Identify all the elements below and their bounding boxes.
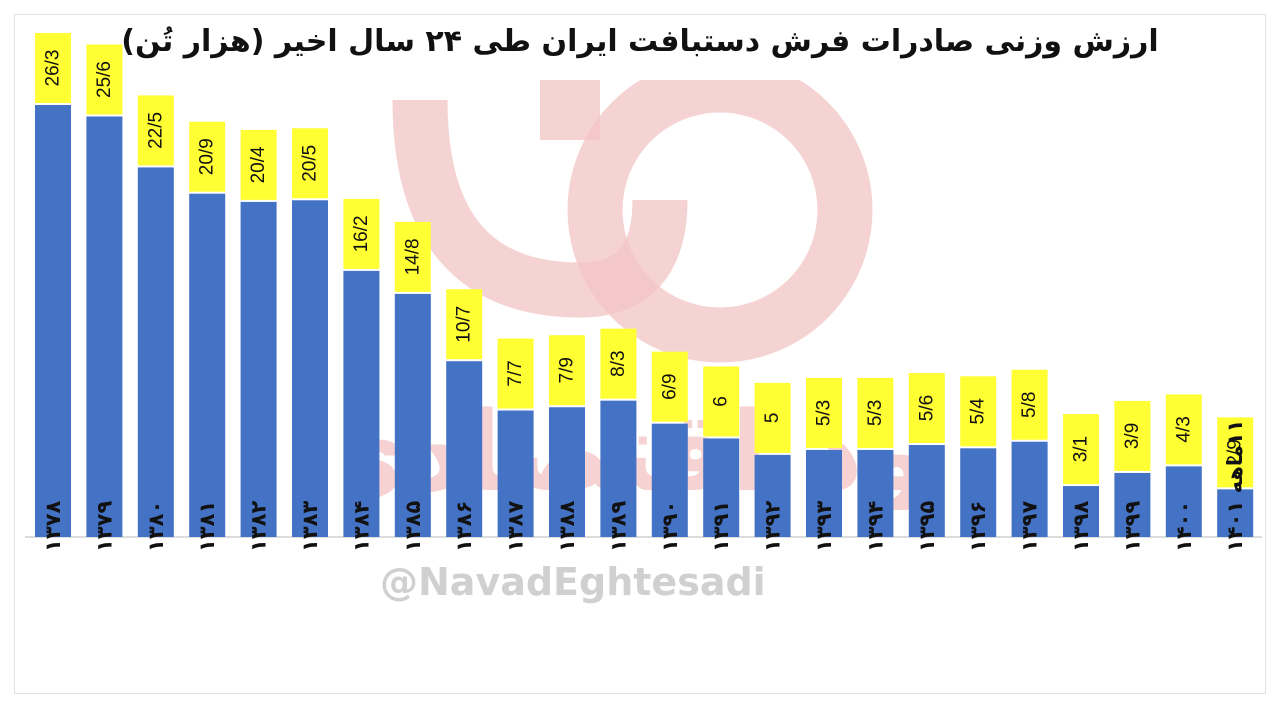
x-tick-label: ۱۳۸۱ — [195, 501, 219, 552]
x-tick-label: ۱۳۹۷ — [1018, 501, 1042, 552]
data-label-bg — [343, 198, 380, 269]
x-tick-label: ۱۳۸۷ — [504, 501, 528, 552]
data-label-bg — [35, 33, 71, 103]
bar — [240, 201, 277, 538]
data-label: 5/6 — [916, 395, 937, 421]
data-label: 8/3 — [608, 350, 629, 376]
bar — [1165, 466, 1202, 537]
x-tick-label: ۱۳۹۹ — [1120, 501, 1144, 552]
x-tick-label: ۱۳۹۱ — [709, 501, 733, 552]
x-tick-label: ۱۳۹۸ — [1069, 501, 1093, 552]
data-label: 5/3 — [814, 400, 835, 426]
x-tick-label: ۱۳۷۹ — [92, 501, 116, 552]
bar — [189, 193, 226, 537]
data-label: 25/6 — [94, 61, 115, 98]
x-tick-label: ۱۳۸۸ — [555, 501, 579, 552]
bar — [446, 361, 483, 537]
bar — [754, 454, 791, 537]
x-tick-label: ۱۳۹۰ — [658, 501, 682, 552]
data-label-bg — [908, 373, 945, 444]
x-tick-label: ۱۳۸۲ — [247, 501, 271, 552]
x-tick-label: ۱۳۹۵ — [915, 501, 939, 552]
bar — [86, 116, 123, 537]
data-label: 14/8 — [402, 238, 423, 275]
data-label-bg — [754, 382, 791, 453]
data-label: 7/7 — [505, 360, 526, 386]
data-label: 20/5 — [300, 145, 321, 182]
bar — [137, 167, 174, 537]
bar — [806, 449, 842, 537]
data-label-bg — [292, 128, 328, 199]
x-tick-label: ۱۳۹۶ — [966, 501, 990, 552]
data-label: 22/5 — [145, 112, 166, 149]
x-tick-label: ۱۳۸۰ — [144, 501, 168, 552]
data-label-bg — [651, 351, 688, 422]
bar — [651, 423, 688, 537]
data-label: 3/1 — [1071, 436, 1092, 462]
data-label: 6 — [711, 396, 732, 407]
x-tick-label: ۱۳۹۴ — [863, 501, 887, 552]
bar — [1114, 472, 1151, 537]
data-label-bg — [240, 129, 277, 200]
x-tick-label: ۱۱ماهه ۱۴۰۱ — [1223, 420, 1247, 552]
data-label: 20/9 — [197, 138, 218, 175]
data-label: 16/2 — [351, 215, 372, 252]
x-tick-label: ۱۳۹۳ — [812, 501, 836, 552]
data-label-bg — [1011, 369, 1048, 440]
data-label-bg — [86, 44, 123, 115]
data-label-bg — [960, 376, 997, 447]
data-label: 2/9 — [1225, 439, 1246, 465]
bar — [1011, 441, 1048, 537]
bar — [960, 448, 997, 537]
x-tick-label: ۱۳۹۲ — [761, 501, 785, 552]
bar — [857, 449, 894, 537]
data-label: 5 — [762, 413, 783, 424]
data-label: 5/8 — [1019, 392, 1040, 418]
data-label: 7/9 — [557, 357, 578, 383]
data-label-bg — [446, 289, 483, 360]
bar — [292, 200, 328, 537]
data-label-bg — [137, 95, 174, 166]
data-label-bg — [1217, 417, 1254, 488]
data-label: 6/9 — [659, 373, 680, 399]
x-tick-label: ۱۴۰۰ — [1172, 501, 1196, 552]
bar — [600, 400, 637, 537]
bar — [703, 438, 740, 537]
bar — [394, 293, 431, 537]
data-label: 5/4 — [968, 398, 989, 425]
watermark-handle: @NavadEghtesadi — [380, 560, 766, 604]
x-tick-label: ۱۳۸۹ — [606, 501, 630, 552]
data-label: 4/3 — [1173, 416, 1194, 442]
data-label-bg — [600, 328, 637, 399]
data-label-bg — [394, 221, 431, 292]
bar — [549, 407, 585, 537]
bar — [35, 105, 71, 537]
chart-title: ارزش وزنی صادرات فرش دستبافت ایران طی ۲۴… — [121, 24, 1159, 59]
data-label-bg — [703, 366, 740, 437]
data-label-bg — [549, 335, 585, 406]
bar — [908, 445, 945, 537]
bar — [1217, 489, 1254, 537]
data-label-bg — [1165, 394, 1202, 465]
data-label-bg — [857, 377, 894, 448]
data-label-bg — [1063, 414, 1099, 485]
x-tick-label: ۱۳۷۸ — [41, 501, 65, 552]
data-label-bg — [189, 121, 226, 192]
bar — [343, 270, 380, 537]
data-label: 20/4 — [248, 146, 269, 183]
data-label: 5/3 — [865, 400, 886, 426]
data-label: 26/3 — [43, 50, 64, 87]
bar — [1063, 486, 1099, 537]
x-tick-label: ۱۳۸۵ — [401, 501, 425, 552]
data-label: 3/9 — [1122, 423, 1143, 449]
data-label-bg — [1114, 400, 1151, 471]
data-label-bg — [497, 338, 534, 409]
data-label: 10/7 — [454, 306, 475, 343]
x-tick-label: ۱۳۸۴ — [349, 501, 373, 552]
bar — [497, 410, 534, 537]
x-tick-label: ۱۳۸۶ — [452, 501, 476, 552]
data-label-bg — [806, 377, 842, 448]
x-tick-label: ۱۳۸۳ — [298, 501, 322, 552]
